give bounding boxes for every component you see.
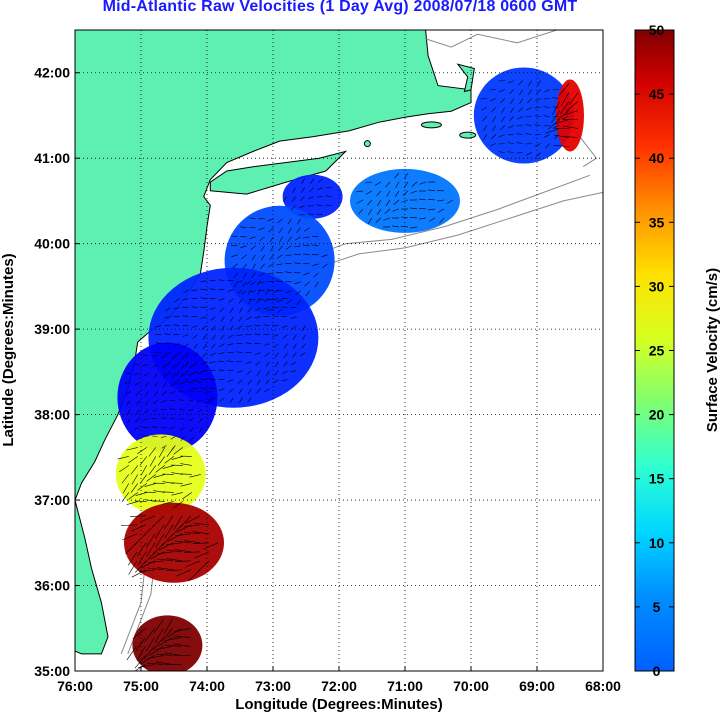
x-tick-label: 71:00 — [387, 678, 423, 694]
x-axis-label: Longitude (Degrees:Minutes) — [235, 696, 443, 713]
velocity-field-layer — [115, 67, 584, 671]
y-tick-label: 36:00 — [34, 578, 70, 594]
map-title: Mid-Atlantic Raw Velocities (1 Day Avg) … — [102, 0, 578, 15]
y-axis-label: Latitude (Degrees:Minutes) — [0, 253, 17, 446]
y-ticks: 42:00 41:00 40:00 39:00 38:00 37:00 36:00 35:00 — [34, 65, 80, 679]
y-tick-label: 35:00 — [34, 663, 70, 679]
y-tick-label: 38:00 — [34, 407, 70, 423]
y-tick-label: 42:00 — [34, 65, 70, 81]
x-tick-label: 73:00 — [255, 678, 291, 694]
grid-layer — [75, 30, 603, 671]
x-tick-label: 68:00 — [585, 678, 621, 694]
x-tick-label: 74:00 — [189, 678, 225, 694]
y-tick-label: 40:00 — [34, 236, 70, 252]
velocity-region — [282, 174, 343, 219]
x-tick-label: 75:00 — [123, 678, 159, 694]
x-tick-label: 69:00 — [519, 678, 555, 694]
velocity-region — [115, 434, 206, 515]
y-tick-label: 39:00 — [34, 321, 70, 337]
velocity-arrows-layer — [117, 80, 579, 671]
x-ticks: 76:00 75:00 74:00 73:00 72:00 71:00 70:00 69:00… — [57, 666, 621, 694]
y-tick-label: 37:00 — [34, 492, 70, 508]
velocity-region — [117, 342, 218, 453]
x-tick-label: 76:00 — [57, 678, 93, 694]
x-tick-label: 70:00 — [453, 678, 489, 694]
velocity-region — [556, 79, 584, 152]
y-tick-label: 41:00 — [34, 150, 70, 166]
velocity-region — [473, 67, 574, 164]
x-tick-label: 72:00 — [321, 678, 357, 694]
